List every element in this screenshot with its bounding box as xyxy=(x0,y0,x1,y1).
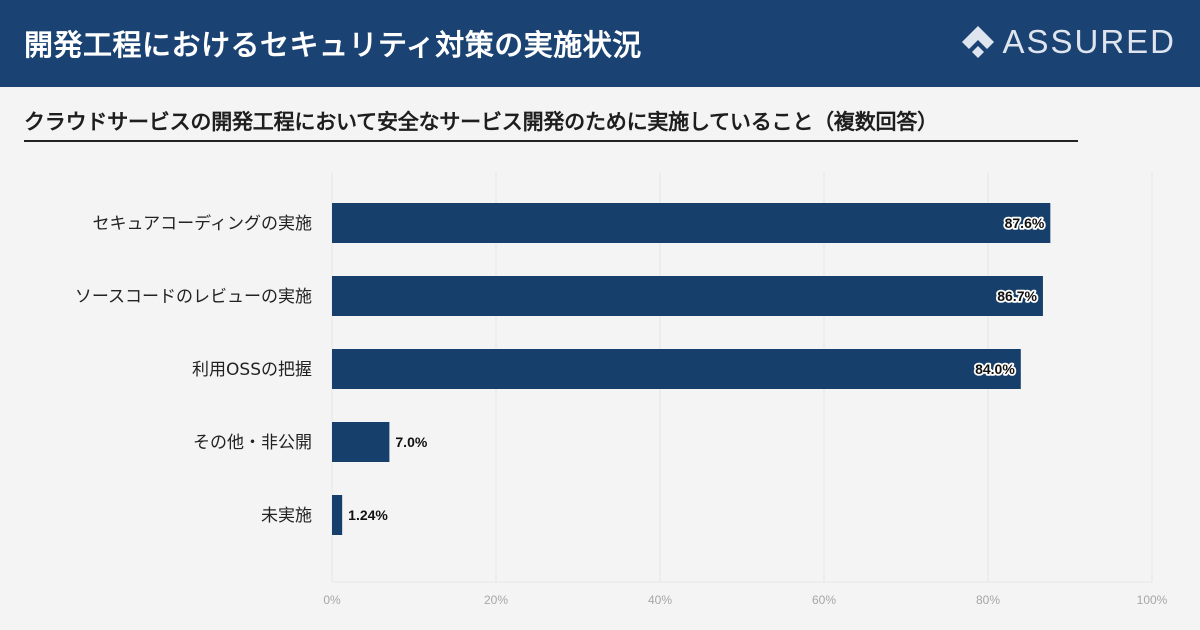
chart-subtitle: クラウドサービスの開発工程において安全なサービス開発のために実施していること（複… xyxy=(24,106,1078,142)
bar-1 xyxy=(332,276,1043,316)
value-label: 7.0% xyxy=(395,434,427,450)
category-label: その他・非公開 xyxy=(193,433,312,453)
x-tick-label: 60% xyxy=(812,593,836,607)
x-tick-label: 40% xyxy=(648,593,672,607)
bar-0 xyxy=(332,203,1051,243)
x-tick-label: 80% xyxy=(976,593,1000,607)
value-label: 1.24% xyxy=(348,507,388,523)
page-title: 開発工程におけるセキュリティ対策の実施状況 xyxy=(24,28,642,62)
bar-3 xyxy=(332,422,390,462)
x-tick-label: 100% xyxy=(1137,593,1168,607)
category-label: 未実施 xyxy=(261,506,312,526)
category-label: セキュアコーディングの実施 xyxy=(93,213,312,234)
chart-subtitle-text: クラウドサービスの開発工程において安全なサービス開発のために実施していること（複… xyxy=(24,110,938,134)
value-label: 84.0% xyxy=(975,361,1015,377)
category-label: 利用OSSの把握 xyxy=(192,360,312,380)
chart-labels: 0% 20% 40% 60% 80% 100% セキュアコーディングの実施 87.6% ソースコ… xyxy=(75,213,1168,607)
brand-name: ASSURED xyxy=(1002,23,1176,60)
header-bar: 開発工程におけるセキュリティ対策の実施状況 ASSURED xyxy=(0,0,1200,87)
value-label: 86.7% xyxy=(997,288,1037,304)
chart-bars xyxy=(332,203,1051,535)
x-tick-label: 0% xyxy=(323,593,341,607)
category-label: ソースコードのレビューの実施 xyxy=(75,287,312,307)
assured-logo-icon xyxy=(962,26,995,58)
bar-2 xyxy=(332,349,1021,389)
bar-4 xyxy=(332,495,343,535)
x-tick-label: 20% xyxy=(484,593,508,607)
value-label: 87.6% xyxy=(1005,215,1045,231)
brand-logo: ASSURED xyxy=(960,20,1176,64)
